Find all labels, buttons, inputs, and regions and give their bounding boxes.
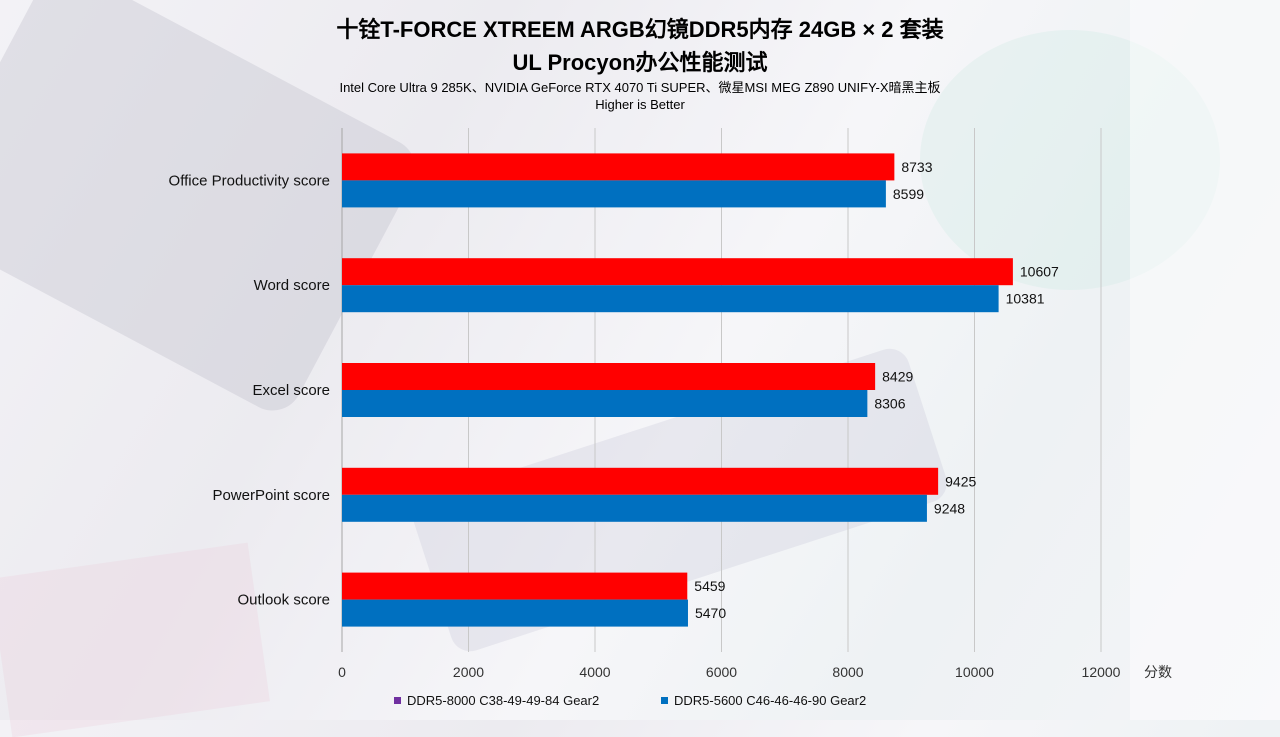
category-label: PowerPoint score xyxy=(212,487,330,504)
x-tick-label: 2000 xyxy=(453,664,484,680)
data-label: 10381 xyxy=(1006,291,1045,307)
legend-label: DDR5-5600 C46-46-46-90 Gear2 xyxy=(674,693,867,708)
bar xyxy=(342,572,688,600)
category-label: Office Productivity score xyxy=(169,172,330,189)
chart-note: Higher is Better xyxy=(595,97,685,112)
legend-label: DDR5-8000 C38-49-49-84 Gear2 xyxy=(407,693,600,708)
data-label: 8733 xyxy=(901,159,932,175)
chart-title: 十铨T-FORCE XTREEM ARGB幻镜DDR5内存 24GB × 2 套… xyxy=(336,17,944,42)
legend-item-series-2: DDR5-5600 C46-46-46-90 Gear2 xyxy=(661,693,866,708)
legend-item-series-1: DDR5-8000 C38-49-49-84 Gear2 xyxy=(394,693,599,708)
bar xyxy=(342,390,868,417)
data-label: 5459 xyxy=(694,578,725,594)
data-label: 10607 xyxy=(1020,264,1059,280)
bar xyxy=(342,258,1013,286)
x-tick-label: 12000 xyxy=(1082,664,1121,680)
category-label: Outlook score xyxy=(237,592,330,609)
data-label: 8599 xyxy=(893,186,924,202)
category-label: Excel score xyxy=(252,382,330,399)
bar xyxy=(342,285,999,313)
category-label: Word score xyxy=(254,277,330,294)
bar xyxy=(342,363,876,390)
chart-test-config: Intel Core Ultra 9 285K、NVIDIA GeForce R… xyxy=(339,80,941,95)
chart-subtitle: UL Procyon办公性能测试 xyxy=(512,50,768,75)
x-tick-label: 0 xyxy=(338,664,346,680)
bar xyxy=(342,467,939,495)
bar xyxy=(342,180,886,208)
bar xyxy=(342,599,688,627)
x-tick-label: 4000 xyxy=(579,664,610,680)
x-tick-label: 6000 xyxy=(706,664,737,680)
x-tick-label: 10000 xyxy=(955,664,994,680)
x-tick-label: 8000 xyxy=(832,664,863,680)
x-axis-label: 分数 xyxy=(1144,664,1172,680)
data-label: 9425 xyxy=(945,473,976,489)
bar-chart: 0 2000 4000 6000 8000 10000 12000 分数 Office Prod… xyxy=(169,128,1172,680)
data-label: 9248 xyxy=(934,500,965,516)
data-label: 8429 xyxy=(882,369,913,385)
bar xyxy=(342,153,895,181)
legend-swatch xyxy=(661,697,668,704)
bar xyxy=(342,494,927,522)
data-label: 5470 xyxy=(695,605,726,621)
data-label: 8306 xyxy=(874,396,905,412)
legend-swatch xyxy=(394,697,401,704)
